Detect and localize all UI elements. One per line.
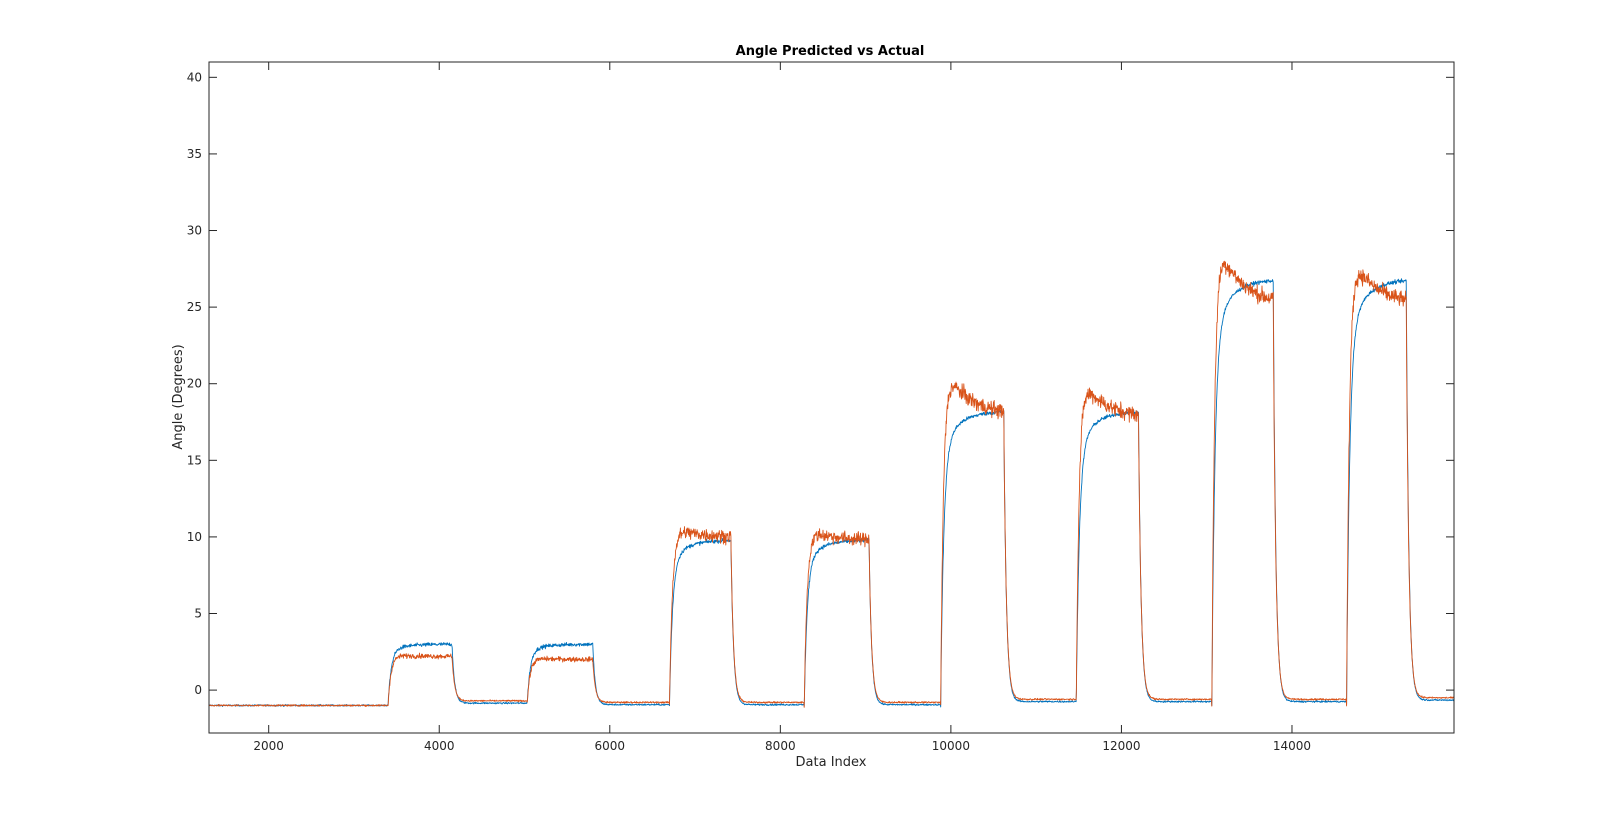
series-group	[208, 260, 1455, 708]
x-tick-label: 10000	[932, 739, 970, 753]
y-tick-label: 0	[194, 683, 202, 697]
x-tick-label: 8000	[765, 739, 796, 753]
x-tick-label: 6000	[595, 739, 626, 753]
y-tick-label: 20	[187, 377, 202, 391]
y-axis: 0 5 10 15 20 25 30 35 40	[187, 70, 1454, 697]
plot-area	[209, 62, 1454, 733]
x-tick-label: 12000	[1102, 739, 1140, 753]
plot-frame	[208, 61, 1455, 734]
y-tick-label: 25	[187, 300, 202, 314]
y-tick-label: 5	[194, 607, 202, 621]
chart-title: Angle Predicted vs Actual	[736, 44, 925, 59]
y-tick-label: 10	[187, 530, 202, 544]
y-tick-label: 40	[187, 70, 202, 84]
x-tick-label: 2000	[253, 739, 284, 753]
series-2-line	[208, 260, 1455, 708]
y-tick-label: 15	[187, 453, 202, 467]
x-tick-label: 4000	[424, 739, 455, 753]
x-tick-label: 14000	[1273, 739, 1311, 753]
y-tick-label: 35	[187, 147, 202, 161]
x-axis-label: Data Index	[796, 755, 867, 770]
y-axis-label: Angle (Degrees)	[171, 344, 186, 449]
y-tick-label: 30	[187, 224, 202, 238]
x-axis: 2000 4000 6000 8000 10000 12000 14000	[253, 62, 1311, 753]
